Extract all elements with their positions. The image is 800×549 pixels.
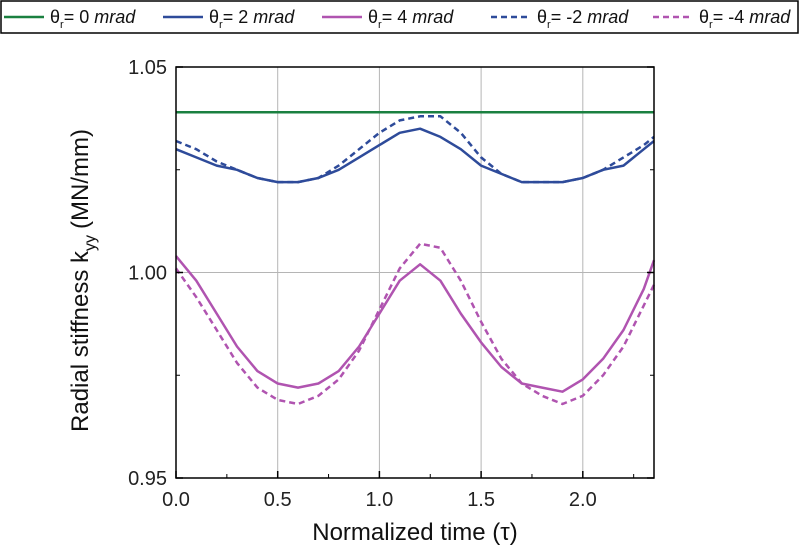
axis-ticks: 0.0 0.5 1.0 1.5 2.0 0.95 1.00 1.05 [128, 57, 654, 511]
series-line-3 [175, 115, 655, 184]
legend-symbol: θ [50, 7, 60, 27]
y-tick-label: 0.95 [128, 468, 167, 490]
legend-symbol: θ [537, 7, 547, 27]
y-tick-label: 1.05 [128, 57, 167, 79]
legend-unit: mrad [94, 7, 136, 27]
legend-unit: mrad [749, 7, 791, 27]
y-axis-title: Radial stiffness kyy (MN/mm) [67, 129, 99, 432]
legend-label-1: θr= 2 mrad [209, 7, 295, 31]
legend-value: = 0 [64, 7, 90, 27]
y-axis-title-main: Radial stiffness k [67, 250, 94, 432]
legend-subscript: r [378, 19, 382, 31]
x-tick-label: 2.0 [569, 489, 597, 511]
grid [176, 67, 654, 478]
series-group [174, 110, 656, 406]
legend-unit: mrad [412, 7, 454, 27]
legend-value: = -4 [713, 7, 745, 27]
legend-subscript: r [219, 19, 223, 31]
series-line-4 [174, 242, 656, 406]
legend: θr= 0 mrad θr= 2 mrad θr= 4 mrad θr= -2 mrad θr=… [4, 7, 791, 31]
x-tick-label: 1.5 [467, 489, 495, 511]
series-line-2 [175, 255, 656, 393]
legend-subscript: r [709, 19, 713, 31]
x-tick-label: 0.0 [162, 489, 190, 511]
x-tick-label: 1.0 [365, 489, 393, 511]
x-tick-label: 0.5 [264, 489, 292, 511]
y-axis-title-unit: (MN/mm) [67, 129, 94, 229]
legend-subscript: r [60, 19, 64, 31]
legend-subscript: r [547, 19, 551, 31]
series-line-1 [175, 127, 655, 184]
legend-unit: mrad [587, 7, 629, 27]
legend-label-4: θr= -4 mrad [699, 7, 791, 31]
legend-unit: mrad [253, 7, 295, 27]
legend-symbol: θ [209, 7, 219, 27]
legend-label-3: θr= -2 mrad [537, 7, 629, 31]
x-axis-title: Normalized time (τ) [312, 519, 518, 546]
legend-symbol: θ [368, 7, 378, 27]
legend-value: = -2 [551, 7, 583, 27]
legend-symbol: θ [699, 7, 709, 27]
legend-value: = 4 [382, 7, 408, 27]
y-tick-label: 1.00 [128, 263, 167, 285]
legend-label-2: θr= 4 mrad [368, 7, 454, 31]
y-axis-title-subscript: yy [82, 235, 99, 251]
legend-label-0: θr= 0 mrad [50, 7, 136, 31]
legend-value: = 2 [223, 7, 249, 27]
